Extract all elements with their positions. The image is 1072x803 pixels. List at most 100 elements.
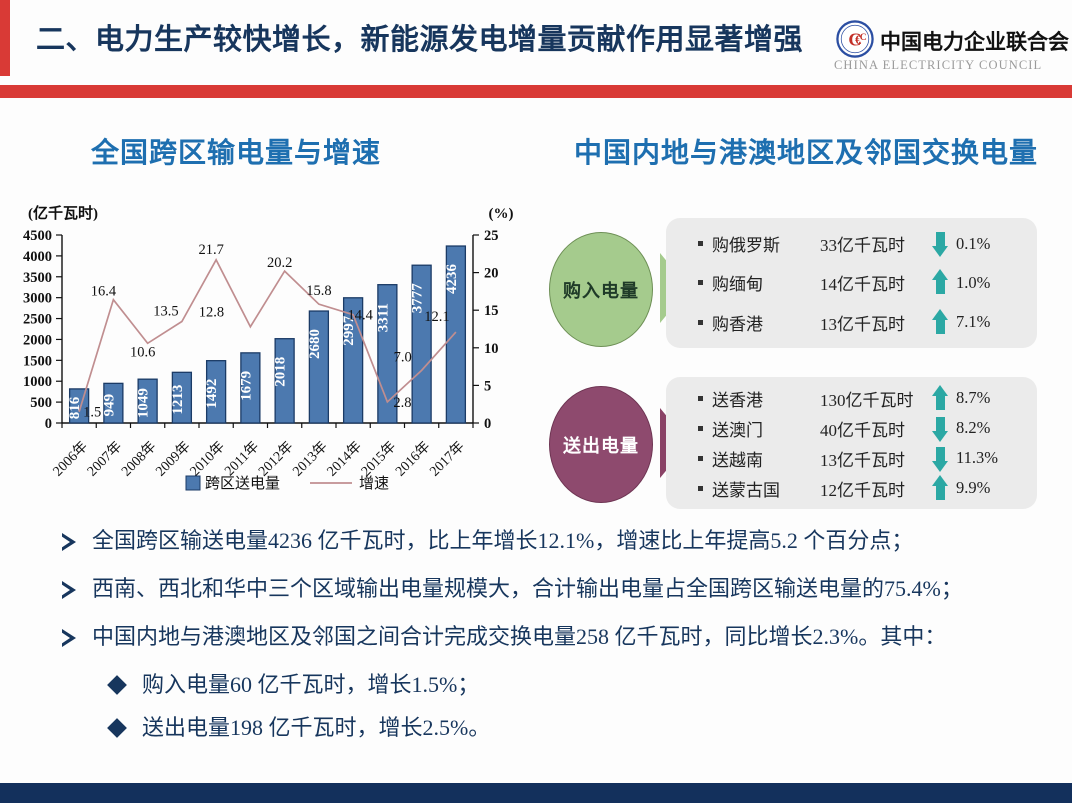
row-percent: 1.0% <box>956 272 991 292</box>
bullet-dot-icon <box>698 425 703 431</box>
trend-arrow-icon <box>932 308 949 336</box>
x-tick-label: 2008年 <box>118 439 159 480</box>
left-tick-label: 1000 <box>23 374 52 390</box>
send-box: 送香港 130亿千瓦时 8.7% 送澳门 40亿千瓦时 8.2% 送越南 13亿… <box>666 377 1037 509</box>
bar-2010年 <box>205 360 227 424</box>
trend-arrow-icon <box>932 230 949 258</box>
left-tick-label: 2000 <box>23 332 52 348</box>
header-red-divider <box>0 85 1072 98</box>
svg-text:C: C <box>860 33 867 43</box>
bullet-dot-icon <box>698 485 703 491</box>
send-circle-label: 送出电量 <box>563 435 639 456</box>
trend-arrow-icon <box>932 445 949 472</box>
logo-name-en: CHINA ELECTRICITY COUNCIL <box>834 58 1043 72</box>
summary-bullets: 全国跨区输送电量4236 亿千瓦时，比上年增长12.1%，增速比上年提高5.2 … <box>60 527 1060 757</box>
bullet-text: 全国跨区输送电量4236 亿千瓦时，比上年增长12.1%，增速比上年提高5.2 … <box>92 528 914 553</box>
x-tick-label: 2009年 <box>153 439 194 480</box>
x-tick-label: 2010年 <box>187 439 228 480</box>
row-label: 购俄罗斯 <box>712 236 780 256</box>
right-tick-label: 15 <box>484 303 499 319</box>
bar-value-label: 949 <box>101 394 117 417</box>
bullet-dot-icon <box>698 280 703 286</box>
cec-logo: C € C 中国电力企业联合会 CHINA ELECTRICITY COUNCI… <box>832 14 1069 82</box>
page-title: 二、电力生产较快增长，新能源发电增量贡献作用显著增强 <box>36 24 804 56</box>
transmission-chart: (亿千瓦时) (%) 0 500 1000 1500 2000 2500 3000 3500 400… <box>14 200 530 500</box>
legend-bar-label: 跨区送电量 <box>205 475 280 492</box>
row-percent: 9.9% <box>956 478 991 497</box>
sub-bullet-text: 购入电量60 亿千瓦时，增长1.5%； <box>142 672 480 697</box>
x-tick-label: 2014年 <box>324 439 365 480</box>
bar-value-label: 2680 <box>307 329 323 359</box>
left-tick-label: 1500 <box>23 353 52 369</box>
bullet-item: 中国内地与港澳地区及邻国之间合计完成交换电量258 亿千瓦时，同比增长2.3%。… <box>60 623 1060 651</box>
trend-arrow-icon <box>932 384 949 412</box>
sub-bullet-text: 送出电量198 亿千瓦时，增长2.5%。 <box>142 715 491 740</box>
bar-2012年 <box>274 338 295 424</box>
x-tick-label: 2016年 <box>392 439 433 480</box>
x-tick-label: 2017年 <box>427 439 468 480</box>
bar-value-label: 1049 <box>136 388 152 418</box>
growth-label: 21.7 <box>198 242 223 258</box>
bar-value-label: 2018 <box>273 357 289 387</box>
bar-2009年 <box>171 371 193 424</box>
bar-value-label: 2997 <box>341 315 357 346</box>
bullet-dot-icon <box>698 319 703 325</box>
bullet-text: 中国内地与港澳地区及邻国之间合计完成交换电量258 亿千瓦时，同比增长2.3%。… <box>92 624 947 649</box>
sub-bullets: 购入电量60 亿千瓦时，增长1.5%； 送出电量198 亿千瓦时，增长2.5%。 <box>107 671 1060 742</box>
left-tick-label: 2500 <box>23 312 52 328</box>
left-tick-label: 3000 <box>23 291 52 307</box>
bullet-dot-icon <box>698 455 703 461</box>
legend-line-label: 增速 <box>359 475 389 492</box>
growth-label: 15.8 <box>306 283 331 299</box>
growth-label: 10.6 <box>130 344 155 360</box>
bar-value-label: 1679 <box>238 371 254 401</box>
bar-value-label: 1492 <box>204 379 220 409</box>
bar-value-label: 3777 <box>410 283 426 314</box>
trend-arrow-icon <box>932 415 949 442</box>
transmission-chart-svg: (亿千瓦时) (%) 0 500 1000 1500 2000 2500 3000 3500 400… <box>23 204 514 492</box>
bullet-dot-icon <box>698 395 703 401</box>
row-value: 14亿千瓦时 <box>820 275 905 295</box>
growth-line <box>78 258 457 412</box>
row-label: 送澳门 <box>712 420 763 440</box>
legend-bar-swatch <box>185 475 201 491</box>
row-label: 送香港 <box>712 390 763 410</box>
footer-bar <box>0 783 1072 803</box>
purchase-circle: 购入电量 <box>549 232 653 347</box>
bullet-item: 全国跨区输送电量4236 亿千瓦时，比上年增长12.1%，增速比上年提高5.2 … <box>60 527 1060 555</box>
x-tick-label: 2013年 <box>290 439 331 480</box>
exchange-row: 送越南 13亿千瓦时 11.3% <box>666 443 1037 473</box>
growth-label: 20.2 <box>267 255 292 271</box>
growth-label: 13.5 <box>153 303 178 319</box>
exchange-row: 送澳门 40亿千瓦时 8.2% <box>666 413 1037 443</box>
diamond-bullet-icon <box>107 675 127 695</box>
growth-label: 1.5 <box>83 405 101 421</box>
svg-text:C: C <box>848 30 861 50</box>
row-value: 13亿千瓦时 <box>820 314 905 334</box>
x-tick-label: 2011年 <box>222 439 263 480</box>
right-tick-label: 5 <box>484 378 491 394</box>
growth-label: 16.4 <box>91 284 117 300</box>
right-panel-title: 中国内地与港澳地区及邻国交换电量 <box>573 137 1038 168</box>
growth-label: 12.8 <box>199 305 224 321</box>
left-tick-label: 4500 <box>23 228 52 244</box>
bar-value-label: 816 <box>67 396 83 419</box>
sub-bullet-item: 购入电量60 亿千瓦时，增长1.5%； <box>107 671 1060 699</box>
growth-label: 2.8 <box>393 395 411 411</box>
right-tick-label: 25 <box>484 228 499 244</box>
x-tick-label: 2006年 <box>50 439 91 480</box>
row-percent: 7.1% <box>956 312 991 332</box>
bar-value-label: 3311 <box>375 303 391 332</box>
right-tick-label: 20 <box>484 266 499 282</box>
sub-bullet-item: 送出电量198 亿千瓦时，增长2.5%。 <box>107 714 1060 742</box>
row-percent: 11.3% <box>956 448 999 467</box>
bar-2011年 <box>240 352 261 424</box>
row-value: 40亿千瓦时 <box>820 420 905 440</box>
cec-emblem-icon: C € C <box>836 20 874 58</box>
left-tick-label: 500 <box>30 395 52 411</box>
bar-2016年 <box>411 264 432 424</box>
exchange-row: 购俄罗斯 33亿千瓦时 0.1% <box>666 224 1037 263</box>
exchange-row: 送香港 130亿千瓦时 8.7% <box>666 383 1037 413</box>
logo-name-cn: 中国电力企业联合会 <box>880 31 1069 54</box>
